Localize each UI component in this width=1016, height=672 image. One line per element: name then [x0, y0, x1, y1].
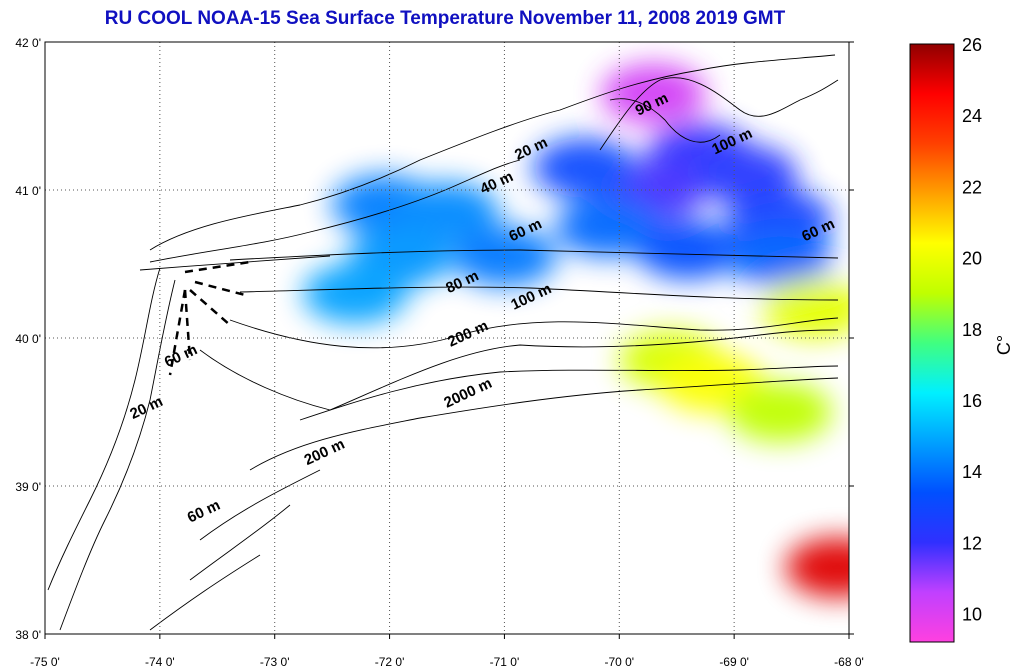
lon-tick-label: -70 0' — [604, 655, 634, 669]
longitude-tick-labels: -75 0' -74 0' -73 0' -72 0' -71 0' -70 0' -69 … — [30, 634, 864, 669]
coastline-and-bathymetry — [47, 54, 839, 631]
sst-patch — [785, 537, 849, 598]
lat-tick-label: 39 0' — [15, 480, 41, 494]
contour-label: 60 m — [185, 497, 223, 527]
sst-patch — [452, 226, 557, 287]
contour-label: 200 m — [302, 436, 348, 469]
lon-tick-label: -73 0' — [260, 655, 290, 669]
lon-tick-label: -71 0' — [490, 655, 520, 669]
colorbar-unit-label: C° — [994, 335, 1014, 355]
colorbar-tick-label: 18 — [962, 320, 982, 340]
sst-patch — [395, 182, 499, 243]
colorbar-tick-label: 16 — [962, 391, 982, 411]
sst-patch — [303, 263, 408, 324]
colorbar-tick-label: 26 — [962, 35, 982, 55]
colorbar-tick-label: 12 — [962, 533, 982, 553]
sst-patch — [555, 197, 660, 257]
lat-tick-label: 42 0' — [15, 36, 41, 50]
lat-tick-label: 40 0' — [15, 332, 41, 346]
lon-tick-label: -69 0' — [719, 655, 749, 669]
lon-tick-label: -74 0' — [145, 655, 175, 669]
latitude-tick-labels: 42 0' 41 0' 40 0' 39 0' 38 0' — [15, 36, 854, 642]
lon-tick-label: -75 0' — [30, 655, 60, 669]
colorbar-tick-labels: 26 24 22 20 18 16 14 12 10 — [962, 35, 982, 625]
map-title: RU COOL NOAA-15 Sea Surface Temperature … — [104, 8, 786, 29]
lat-tick-label: 41 0' — [15, 184, 41, 198]
colorbar-tick-label: 22 — [962, 177, 982, 197]
colorbar — [909, 43, 955, 643]
colorbar-tick-label: 20 — [962, 249, 982, 269]
sst-patch — [532, 137, 637, 198]
sst-patch — [636, 219, 741, 280]
lat-lon-grid — [45, 42, 849, 634]
contour-label: 60 m — [162, 341, 200, 371]
lat-tick-label: 38 0' — [15, 628, 41, 642]
sst-data-layer — [303, 63, 849, 598]
sst-patch — [601, 63, 706, 124]
lon-tick-label: -72 0' — [375, 655, 405, 669]
sst-patch — [728, 382, 833, 442]
lon-tick-label: -68 0' — [834, 655, 864, 669]
contour-label: 80 m — [443, 267, 481, 297]
canyon-dashed-lines — [168, 260, 251, 376]
sst-patch — [762, 278, 849, 339]
contour-label: 200 m — [445, 317, 491, 350]
contour-label: 40 m — [478, 168, 516, 198]
colorbar-tick-label: 24 — [962, 106, 982, 126]
contour-label: 2000 m — [441, 375, 494, 412]
colorbar-tick-label: 14 — [962, 462, 982, 482]
colorbar-tick-label: 10 — [962, 605, 982, 625]
